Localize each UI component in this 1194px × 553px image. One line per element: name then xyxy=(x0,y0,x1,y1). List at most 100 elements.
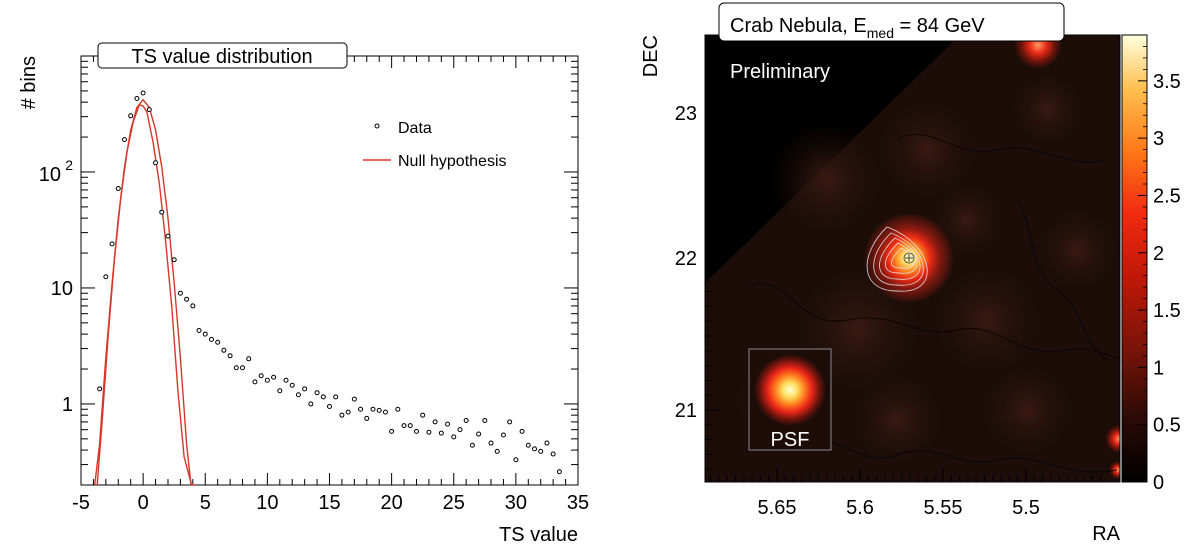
x-tick-label: 30 xyxy=(505,492,527,514)
x-tick-label: 5.55 xyxy=(924,497,963,519)
y-tick-exponent: 2 xyxy=(65,157,73,173)
background-fluctuation xyxy=(977,360,1077,460)
data-point xyxy=(246,356,252,362)
x-axis-title: TS value xyxy=(499,524,578,546)
data-point xyxy=(202,331,208,337)
x-tick-label: 15 xyxy=(318,492,340,514)
skymap-panel: PSF Preliminary 21 22 23 DEC 5.65 5.6 5.55 5.5 RA C… xyxy=(597,0,1194,548)
x-tick-label: 35 xyxy=(567,492,589,514)
x-tick-label: 10 xyxy=(256,492,278,514)
data-point xyxy=(519,428,525,434)
plot-frame xyxy=(80,55,579,486)
data-point xyxy=(457,427,463,433)
data-point xyxy=(407,423,413,429)
data-point xyxy=(283,377,289,383)
zero-contour xyxy=(748,282,1120,359)
data-point xyxy=(240,365,246,371)
data-point xyxy=(469,442,475,448)
data-point xyxy=(550,451,556,457)
x-axis-title: RA xyxy=(1092,523,1120,545)
colorbar-tick-label: 1 xyxy=(1153,357,1164,379)
significance-contour xyxy=(890,247,915,269)
data-point xyxy=(121,137,127,143)
data-point xyxy=(221,347,227,353)
colorbar xyxy=(1121,34,1148,483)
data-point xyxy=(494,448,500,454)
data-point xyxy=(339,412,345,418)
background-fluctuation xyxy=(872,95,982,205)
data-point xyxy=(227,353,233,359)
data-point xyxy=(208,336,214,342)
psf-blob xyxy=(754,354,826,426)
data-point xyxy=(401,423,407,429)
background-fluctuation xyxy=(1007,70,1087,150)
x-tick-label: 5 xyxy=(200,492,211,514)
data-point xyxy=(308,401,314,407)
title-box xyxy=(718,2,1065,42)
data-point xyxy=(525,442,531,448)
colorbar-tick-label: 0.5 xyxy=(1153,415,1181,437)
background-fluctuation xyxy=(1032,205,1120,295)
chart-title: TS value distribution xyxy=(131,46,312,68)
data-point xyxy=(476,431,482,437)
y-axis-title: # bins xyxy=(18,56,40,109)
psf-label: PSF xyxy=(771,429,810,451)
data-point xyxy=(196,327,202,333)
source-marker xyxy=(903,252,915,264)
map-area: PSF Preliminary xyxy=(705,35,1120,482)
edge-hotspot xyxy=(1105,425,1120,453)
data-point xyxy=(252,379,258,385)
data-point xyxy=(277,388,283,394)
x-tick-label: 25 xyxy=(443,492,465,514)
preliminary-label: Preliminary xyxy=(730,61,830,83)
data-point xyxy=(413,428,419,434)
data-point xyxy=(109,241,115,247)
data-point xyxy=(215,339,221,345)
data-point xyxy=(314,390,320,396)
data-point xyxy=(128,113,134,119)
data-point xyxy=(271,374,277,380)
data-point xyxy=(333,394,339,400)
significance-contour xyxy=(879,237,921,280)
data-point xyxy=(420,412,426,418)
y-axis-title: DEC xyxy=(640,35,662,77)
data-point xyxy=(389,428,395,434)
background-fluctuation xyxy=(927,260,1047,380)
data-point xyxy=(463,417,469,423)
edge-hotspot xyxy=(1014,35,1062,69)
data-point xyxy=(264,377,270,383)
x-tick-label: 5.6 xyxy=(846,497,874,519)
x-tick-label: 0 xyxy=(138,492,149,514)
legend-marker-data xyxy=(374,123,380,129)
y-tick-label: 10 xyxy=(51,278,73,300)
data-point xyxy=(171,257,177,263)
data-point xyxy=(351,396,357,402)
y-tick-label: 10 xyxy=(39,164,61,186)
ts-distribution-panel: -5 0 5 10 15 20 25 30 35 1 10 10 2 TS value # bins TS v… xyxy=(0,0,597,548)
data-point xyxy=(159,209,165,215)
data-point xyxy=(184,296,190,302)
data-point xyxy=(538,448,544,454)
data-point xyxy=(302,386,308,392)
y-tick-label: 23 xyxy=(675,103,697,125)
skymap-title: Crab Nebula, Emed = 84 GeV xyxy=(730,15,985,41)
colorbar-tick-label: 0 xyxy=(1153,472,1164,494)
x-tick-label: 5.5 xyxy=(1012,497,1040,519)
zero-contour xyxy=(1016,199,1108,361)
data-point xyxy=(364,415,370,421)
data-point xyxy=(451,434,457,440)
data-point xyxy=(358,406,364,412)
data-point xyxy=(177,290,183,296)
data-point xyxy=(97,386,103,392)
data-point xyxy=(544,440,550,446)
data-point xyxy=(327,404,332,410)
data-point xyxy=(258,373,264,379)
data-point xyxy=(146,107,152,113)
data-point xyxy=(426,429,432,435)
data-point xyxy=(153,160,159,166)
x-tick-label: 20 xyxy=(381,492,403,514)
data-point xyxy=(295,392,301,398)
data-point xyxy=(513,457,519,463)
data-point xyxy=(345,409,351,415)
